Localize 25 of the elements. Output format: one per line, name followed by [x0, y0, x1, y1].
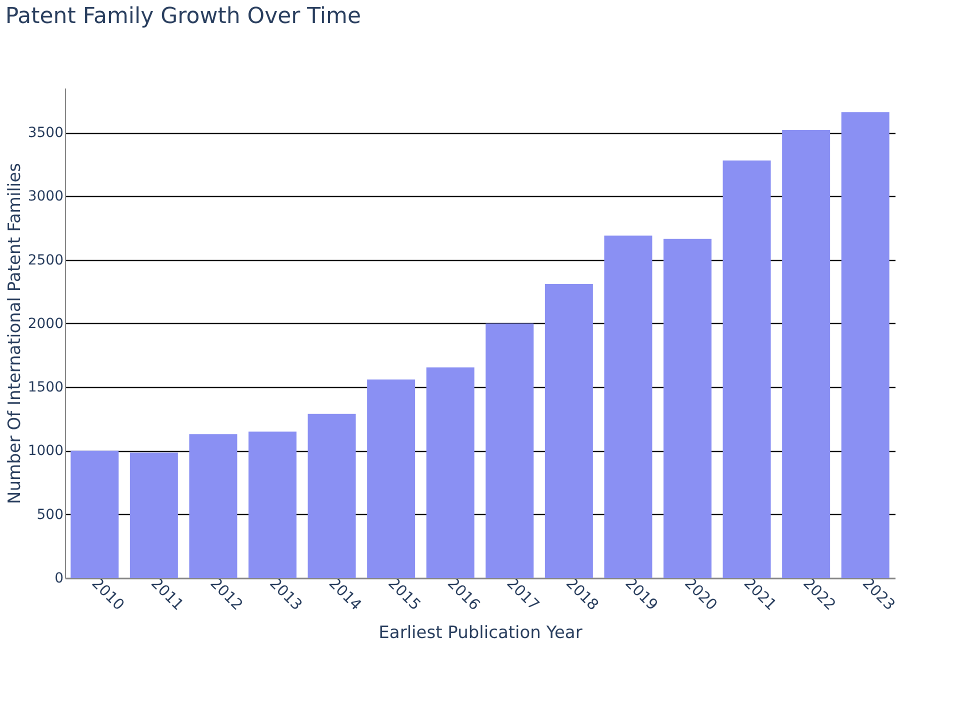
- y-tick-label: 0: [54, 570, 64, 586]
- bar: [782, 130, 830, 578]
- bar: [841, 112, 890, 578]
- bar: [544, 284, 593, 578]
- bar: [130, 452, 178, 578]
- y-tick-label: 2500: [28, 252, 64, 268]
- bar: [426, 367, 474, 578]
- y-tick-label: 2000: [28, 316, 64, 332]
- y-tick-label: 1000: [28, 443, 64, 460]
- bar: [308, 414, 356, 578]
- bar: [664, 238, 712, 578]
- y-tick-label: 3000: [28, 188, 64, 205]
- bar: [486, 323, 534, 578]
- bar: [604, 236, 652, 578]
- chart-title: Patent Family Growth Over Time: [5, 4, 362, 29]
- y-tick-label: 1500: [28, 380, 64, 396]
- y-axis-title: Number Of International Patent Families: [4, 162, 25, 504]
- bar: [722, 160, 771, 578]
- bar: [248, 432, 296, 578]
- bar: [367, 379, 416, 578]
- bar: [70, 450, 119, 578]
- y-tick-label: 3500: [28, 125, 64, 142]
- y-tick-label: 500: [36, 506, 64, 523]
- x-axis-title: Earliest Publication Year: [378, 623, 582, 644]
- bar: [189, 434, 238, 578]
